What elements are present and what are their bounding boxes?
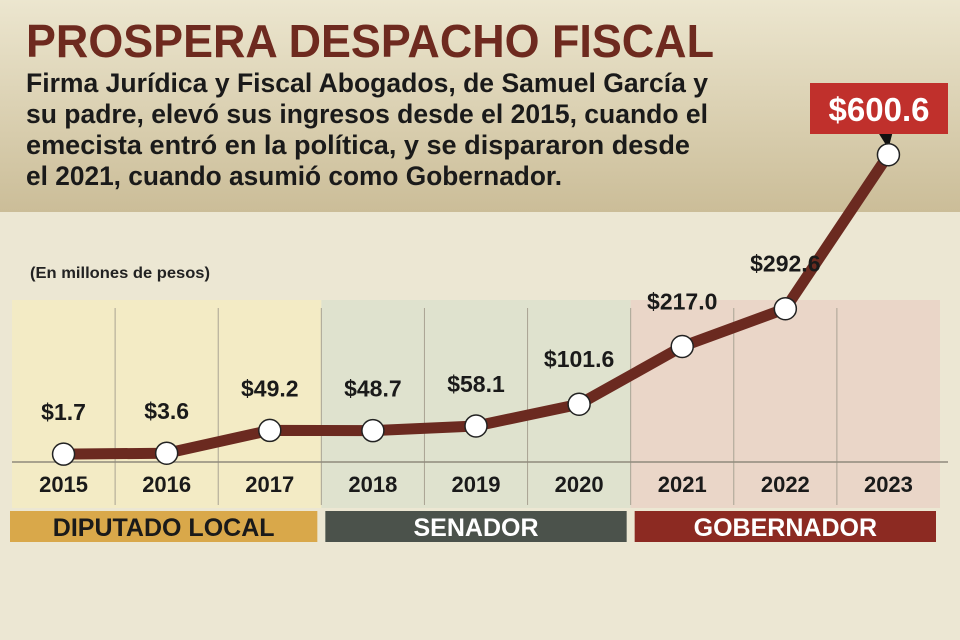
x-tick-label: 2017 [245, 472, 294, 497]
data-point [258, 418, 282, 443]
x-tick-label: 2023 [864, 472, 913, 497]
data-label: $49.2 [241, 375, 299, 401]
data-label: $58.1 [447, 371, 505, 397]
data-point [154, 441, 179, 465]
subtitle-line: su padre, elevó sus ingresos desde el 20… [26, 99, 708, 129]
period-shade [630, 300, 940, 508]
data-label: $101.6 [544, 346, 614, 372]
period-shade [12, 300, 322, 508]
subtitle-line: el 2021, cuando asumió como Gobernador. [26, 161, 562, 191]
data-point [567, 392, 591, 416]
x-tick-label: 2018 [348, 472, 397, 497]
data-label: $48.7 [344, 376, 402, 402]
data-point [464, 414, 488, 438]
data-point [876, 142, 901, 167]
data-point [361, 418, 385, 443]
data-point [51, 442, 76, 466]
data-label-highlight: $600.6 [829, 91, 930, 128]
page-title: PROSPERA DESPACHO FISCAL [26, 15, 714, 67]
period-label: GOBERNADOR [694, 514, 877, 542]
x-tick-label: 2022 [761, 472, 810, 497]
subtitle-line: emecista entró en la política, y se disp… [26, 130, 690, 160]
period-label: SENADOR [413, 514, 538, 542]
highlight-box [810, 83, 948, 134]
data-point [670, 334, 694, 359]
data-label: $3.6 [144, 398, 189, 424]
period-label: DIPUTADO LOCAL [53, 514, 275, 542]
x-tick-label: 2016 [142, 472, 191, 497]
header-band [0, 0, 960, 212]
data-point [773, 296, 798, 321]
data-label: $217.0 [647, 289, 717, 315]
x-tick-label: 2019 [452, 472, 501, 497]
subtitle-line: Firma Jurídica y Fiscal Abogados, de Sam… [26, 68, 708, 98]
period-band [10, 511, 318, 542]
unit-note: (En millones de pesos) [30, 265, 210, 282]
x-tick-label: 2015 [39, 472, 88, 497]
subtitle: Firma Jurídica y Fiscal Abogados, de Sam… [26, 68, 708, 191]
x-tick-label: 2020 [555, 472, 604, 497]
period-band [634, 511, 936, 542]
data-label: $1.7 [41, 399, 86, 425]
data-label: $292.6 [750, 251, 820, 277]
x-tick-label: 2021 [658, 472, 707, 497]
period-band [325, 511, 627, 542]
